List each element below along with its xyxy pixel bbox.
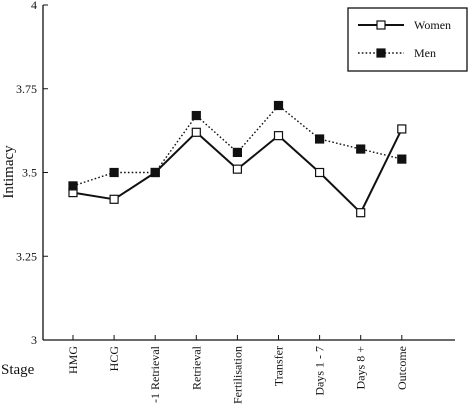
data-point-men — [150, 167, 160, 178]
data-point-men — [68, 181, 78, 191]
data-point-women — [356, 208, 366, 218]
y-tick-label: 3.5 — [22, 166, 37, 180]
legend-label: Women — [414, 18, 451, 32]
data-point-men — [315, 134, 325, 144]
legend-label: Men — [414, 46, 436, 60]
x-tick-label: Outcome — [395, 346, 409, 390]
data-point-women — [397, 124, 407, 134]
data-point-women — [232, 164, 242, 174]
x-axis-title: Stage — [1, 362, 35, 378]
data-point-men — [273, 100, 284, 111]
y-tick-label: 3.25 — [16, 249, 37, 263]
x-tick-label: Transfer — [272, 346, 286, 386]
data-point-women — [315, 167, 325, 178]
data-point-men — [397, 154, 407, 164]
series-lines — [68, 100, 407, 218]
x-tick-label: Days 8 + — [354, 346, 368, 390]
data-point-women — [191, 127, 201, 137]
legend-marker — [376, 20, 386, 30]
legend: Women Men — [347, 7, 468, 72]
axis-ticks: 3 3.25 3.5 3.75 4 HMG HCG -1 Retrieval Retrieval… — [16, 0, 409, 404]
x-tick-label: HMG — [66, 346, 80, 374]
data-point-women — [273, 131, 284, 141]
x-tick-label: Days 1 - 7 — [313, 346, 327, 396]
y-axis-title: Intimacy — [1, 145, 17, 199]
data-point-women — [109, 194, 119, 204]
data-point-men — [191, 110, 201, 121]
legend-box — [347, 7, 468, 72]
y-tick-label: 3 — [31, 333, 37, 347]
x-tick-label: Fertilisation — [230, 346, 244, 404]
x-tick-label: HCG — [107, 346, 121, 372]
data-point-men — [356, 144, 366, 154]
x-tick-label: Retrieval — [189, 345, 203, 390]
series-line-men — [72, 104, 402, 187]
data-point-men — [232, 147, 242, 157]
y-tick-label: 4 — [31, 0, 37, 12]
legend-marker — [376, 48, 386, 58]
data-point-men — [109, 167, 119, 178]
x-tick-label: -1 Retrieval — [148, 345, 162, 403]
y-tick-label: 3.75 — [16, 82, 37, 96]
